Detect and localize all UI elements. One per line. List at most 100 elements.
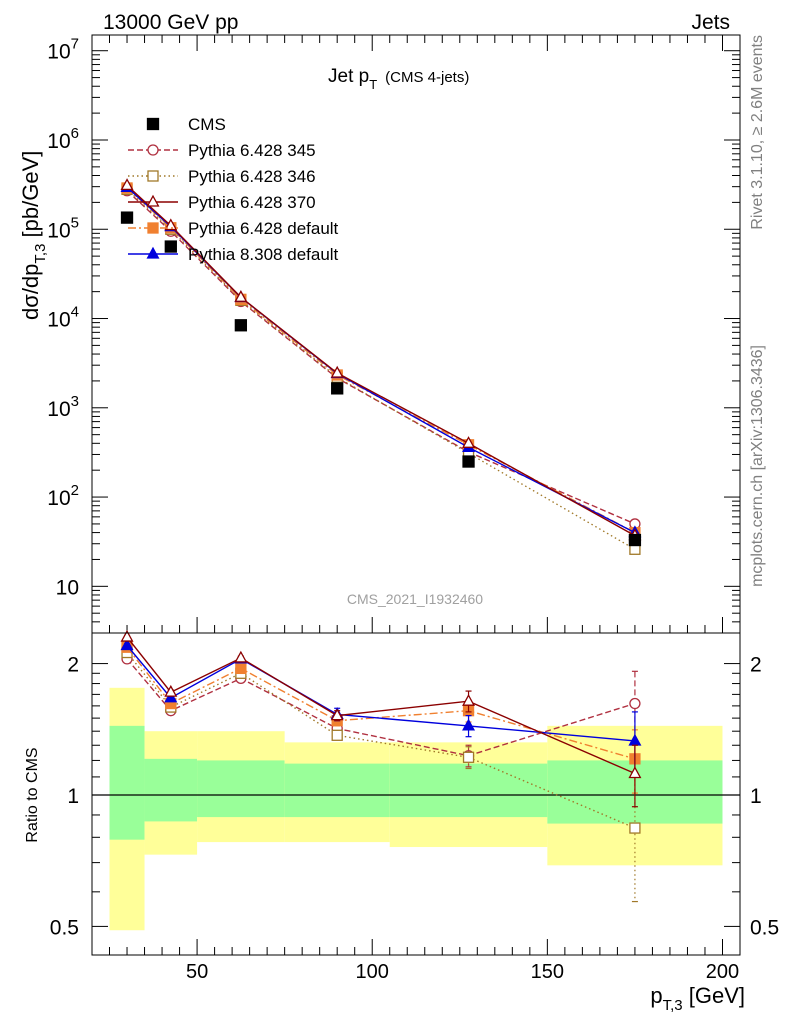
main-y-axis-title-prefix: dσ/dp <box>18 264 43 320</box>
main-y-tick-label: 103 <box>47 393 79 421</box>
plot-title-main: Jet p <box>328 66 369 87</box>
main-y-axis-title: dσ/dpT,3 [pb/GeV] <box>18 151 49 320</box>
main-series-p370 <box>120 178 642 541</box>
plot-title-extra: (CMS 4-jets) <box>385 69 469 86</box>
legend-label: Pythia 8.308 default <box>188 245 339 264</box>
main-y-tick-exponent: 4 <box>71 304 79 321</box>
ratio-y-tick-label-right: 2 <box>750 654 762 677</box>
main-point-p370 <box>234 290 248 302</box>
main-point-cms <box>164 240 177 253</box>
x-tick-labels: 50 100 150 200 <box>186 961 739 983</box>
legend-marker <box>147 222 159 234</box>
main-y-tick-base: 10 <box>47 219 70 242</box>
legend-label: Pythia 6.428 370 <box>188 193 316 212</box>
main-point-cms <box>331 382 344 395</box>
main-y-tick-label: 106 <box>47 125 79 153</box>
main-line-p346 <box>126 188 636 550</box>
ratio-point-p370 <box>234 650 248 663</box>
main-point-p370 <box>120 178 134 191</box>
ratio-band-inner <box>389 763 548 818</box>
main-point-cms <box>462 455 475 468</box>
legend-item-p6def: Pythia 6.428 default <box>128 219 339 238</box>
ratio-band-inner <box>197 760 285 818</box>
main-line-p8def <box>126 186 636 534</box>
main-point-p370 <box>164 218 178 231</box>
ratio-point-p6def <box>235 662 247 675</box>
main-y-tick-base: 10 <box>47 398 70 421</box>
legend-item-cms: CMS <box>146 115 226 134</box>
ratio-y-tick-labels: 0.5 0.5 1 1 2 2 <box>50 654 779 940</box>
legend-label: Pythia 6.428 345 <box>188 141 316 160</box>
ratio-point-p370 <box>628 766 642 779</box>
ratio-band-inner <box>144 758 198 822</box>
main-y-tick-exponent: 6 <box>71 125 79 142</box>
plot-title: Jet pT (CMS 4-jets) <box>328 66 469 92</box>
main-y-tick-base: 10 <box>47 309 70 332</box>
legend-marker <box>146 194 160 207</box>
ratio-point-p370 <box>462 693 476 706</box>
ratio-uncertainty-bands <box>109 687 723 931</box>
main-axis-ticks <box>92 35 740 634</box>
ratio-point-p346 <box>331 729 343 741</box>
ratio-y-axis-title: Ratio to CMS <box>24 747 41 842</box>
ratio-point-p8def <box>120 638 134 651</box>
header-observable: Jets <box>691 11 730 34</box>
main-y-tick-base: 10 <box>47 41 70 64</box>
x-tick-label: 150 <box>531 961 564 983</box>
ratio-point-p8def <box>462 718 476 731</box>
ratio-y-tick-label: 0.5 <box>50 916 79 939</box>
x-axis-title-suffix: [GeV] <box>683 983 745 1008</box>
main-y-tick-exponent: 2 <box>71 482 79 499</box>
main-point-p370 <box>462 436 476 448</box>
ratio-y-tick-label-right: 1 <box>750 785 762 808</box>
ratio-plot-panel: 0.5 0.5 1 1 2 2 50 100 150 200 <box>50 629 779 983</box>
main-y-tick-base: 10 <box>47 130 70 153</box>
legend-item-p8def: Pythia 8.308 default <box>128 245 339 264</box>
main-point-cms <box>234 319 248 332</box>
main-y-tick-label: 104 <box>47 304 79 332</box>
main-y-tick-exponent: 7 <box>71 36 79 53</box>
ratio-point-p8def <box>164 690 178 703</box>
main-y-tick-label: 102 <box>47 482 79 510</box>
main-y-tick-label: 107 <box>47 36 79 64</box>
ratio-point-p370 <box>164 684 178 697</box>
ratio-point-p370 <box>120 629 134 642</box>
ratio-series-layer <box>120 629 642 903</box>
plot-title-subscript: T <box>369 77 377 92</box>
main-y-tick-base: 10 <box>56 576 79 599</box>
analysis-watermark: CMS_2021_I1932460 <box>347 591 483 607</box>
ratio-axis-ticks <box>92 663 740 955</box>
x-axis-title-subscript: T,3 <box>663 997 683 1014</box>
ratio-series-p370 <box>120 629 642 808</box>
x-tick-label: 100 <box>356 961 389 983</box>
mcplots-reference-label: mcplots.cern.ch [arXiv:1306.3436] <box>749 345 766 587</box>
x-tick-label: 200 <box>706 961 739 983</box>
legend-item-p345: Pythia 6.428 345 <box>128 141 316 160</box>
main-series-layer <box>120 178 642 555</box>
legend-marker <box>146 246 160 259</box>
main-line-p370 <box>126 184 636 537</box>
legend-item-p346: Pythia 6.428 346 <box>128 167 316 186</box>
ratio-point-p346 <box>462 751 475 763</box>
legend-item-p370: Pythia 6.428 370 <box>128 193 316 212</box>
rivet-version-label: Rivet 3.1.10, ≥ 2.6M events <box>749 35 766 230</box>
main-series-p346 <box>121 183 641 555</box>
x-axis-title: pT,3 [GeV] <box>650 983 745 1014</box>
main-y-tick-base: 10 <box>47 487 70 510</box>
legend: CMS Pythia 6.428 345 Pythia 6.428 346 Pythi… <box>128 115 339 264</box>
main-line-p345 <box>126 190 636 525</box>
main-series-cms <box>120 211 642 547</box>
main-y-axis-title-subscript: T,3 <box>32 244 49 264</box>
ratio-point-p370 <box>330 708 344 721</box>
main-y-tick-label: 105 <box>47 214 79 242</box>
main-y-tick-exponent: 5 <box>71 214 79 231</box>
ratio-band-inner <box>109 725 145 840</box>
main-y-tick-label: 10 <box>56 576 79 599</box>
ratio-y-tick-label-right: 0.5 <box>750 916 779 939</box>
ratio-plot-frame <box>91 632 741 956</box>
ratio-point-p345 <box>629 697 641 710</box>
legend-marker <box>147 170 159 182</box>
ratio-band-inner <box>284 763 390 818</box>
